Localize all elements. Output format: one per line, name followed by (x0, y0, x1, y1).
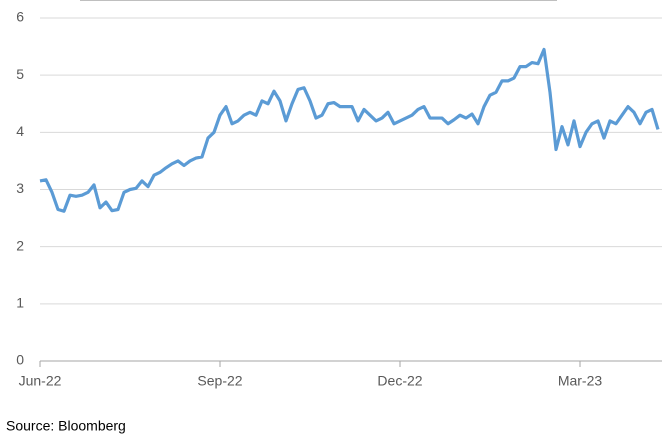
y-tick-label: 5 (16, 66, 24, 82)
x-tick-label: Jun-22 (19, 373, 62, 389)
x-tick-label: Sep-22 (197, 373, 242, 389)
x-tick-label: Dec-22 (377, 373, 422, 389)
y-tick-label: 1 (16, 295, 24, 311)
y-tick-label: 0 (16, 352, 24, 368)
x-tick-label: Mar-23 (558, 373, 603, 389)
y-tick-label: 4 (16, 123, 24, 139)
source-note: Source: Bloomberg (6, 418, 126, 434)
y-tick-label: 3 (16, 180, 24, 196)
y-tick-label: 6 (16, 9, 24, 25)
line-series (39, 47, 660, 213)
y-tick-label: 2 (16, 237, 24, 253)
